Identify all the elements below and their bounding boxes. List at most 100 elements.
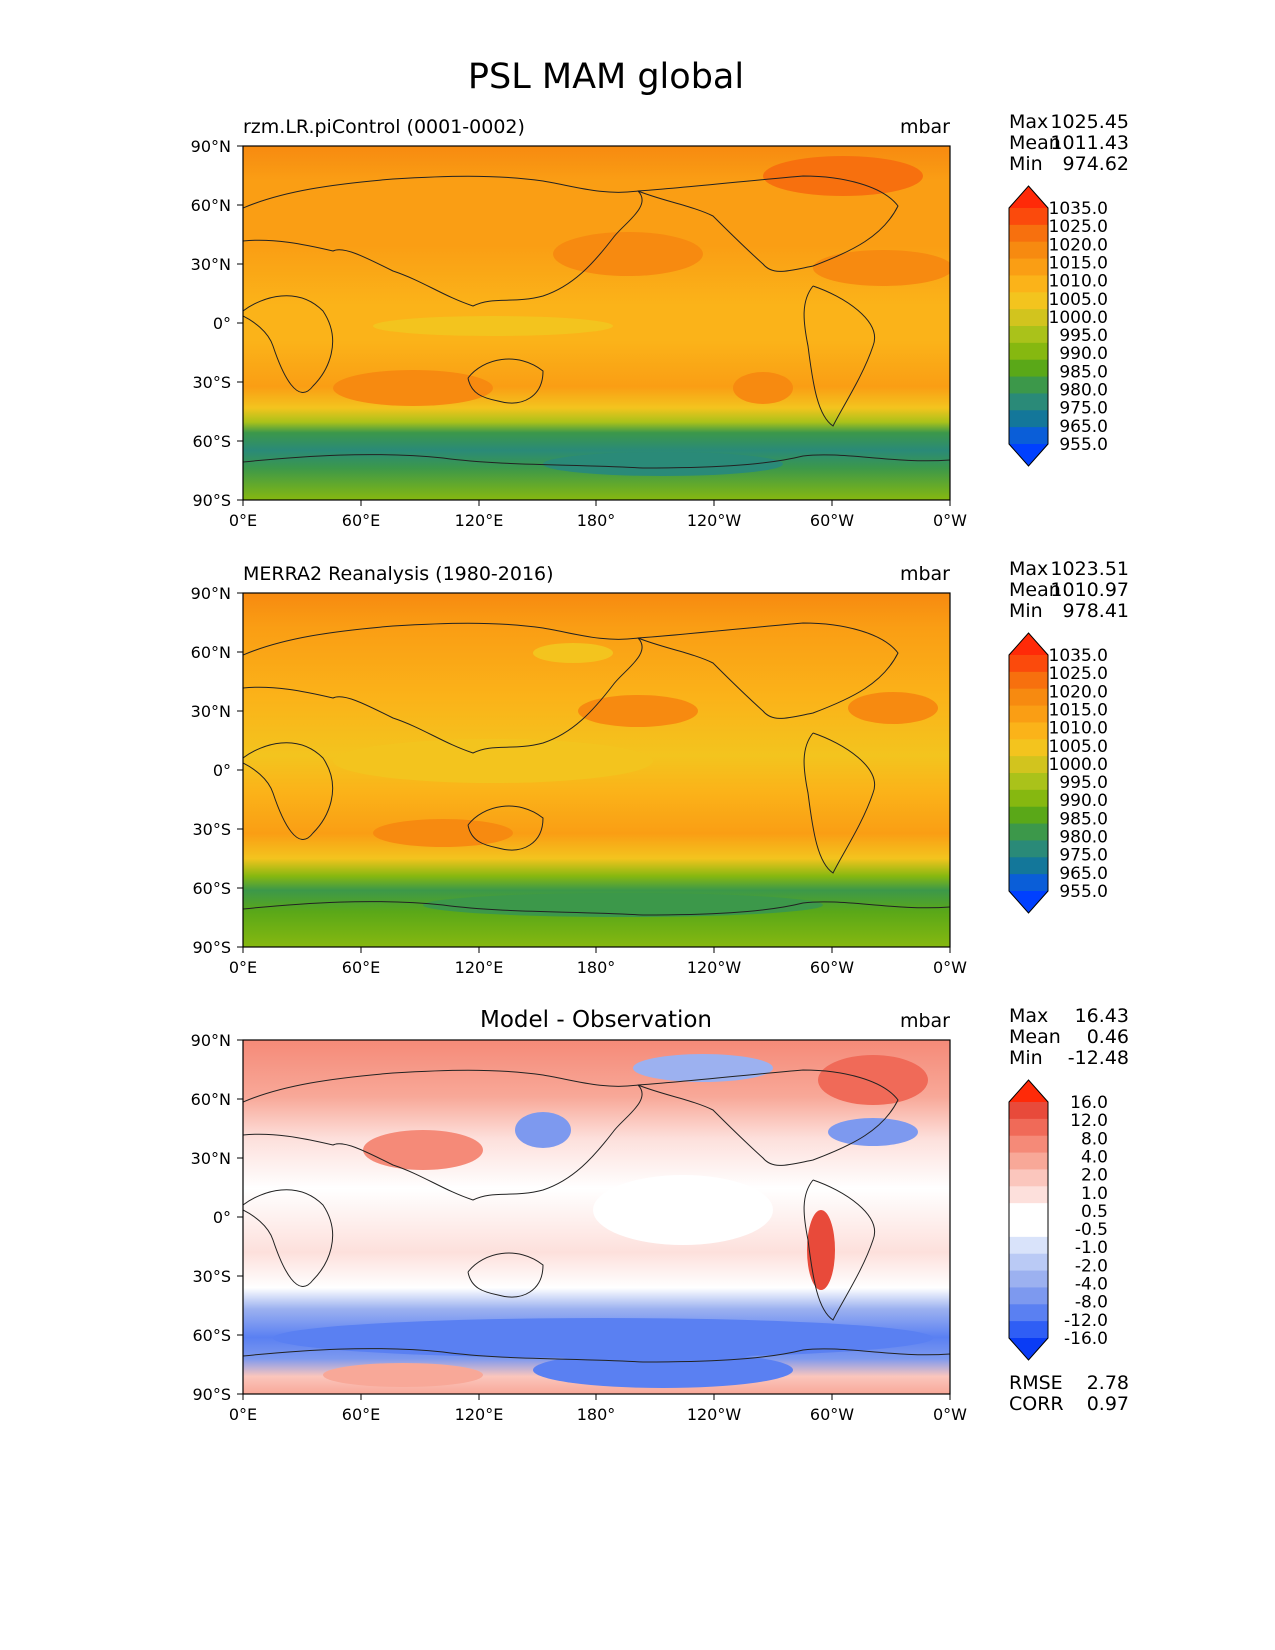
colorbar-tick-label: 1.0 <box>1081 1184 1108 1204</box>
coast-australia <box>467 805 544 851</box>
stat-mean-value: 1010.97 <box>1050 579 1129 601</box>
colorbar-tick-label: 990.0 <box>1059 791 1108 811</box>
coast-eurasia <box>243 622 643 754</box>
stats-observation: Max 1023.51 Mean 1010.97 Min 978.41 <box>1009 558 1129 622</box>
stat-min-value: 978.41 <box>1063 600 1129 622</box>
colorbar-tick-label: 955.0 <box>1059 435 1108 455</box>
panel-center-title: Model - Observation <box>480 1007 712 1033</box>
figure-title: PSL MAM global <box>468 57 744 97</box>
colorbar-tick-label: 1010.0 <box>1049 272 1108 292</box>
colorbar-segment <box>1009 756 1048 774</box>
coast-australia <box>467 358 544 404</box>
neg-north-pacific <box>633 1054 773 1082</box>
colorbar-segment <box>1009 292 1048 310</box>
coast-africa <box>243 742 333 840</box>
lat-tick: 90°N <box>191 584 231 603</box>
colorbar-tick-label: -2.0 <box>1075 1256 1108 1276</box>
lon-tick: 180° <box>577 958 616 977</box>
colorbar-tick-label: 985.0 <box>1059 362 1108 382</box>
lat-tick: 30°S <box>192 1267 231 1286</box>
high-north-atlantic <box>813 250 950 286</box>
lat-tick: 60°N <box>191 1090 231 1109</box>
coast-antarctica <box>243 1348 950 1363</box>
stat-max-value: 1023.51 <box>1050 558 1129 580</box>
stat-max-label: Max <box>1009 558 1048 580</box>
coast-north-america <box>637 622 899 719</box>
pos-asia <box>363 1130 483 1170</box>
lon-tick: 120°W <box>687 511 742 530</box>
colorbar-tick-label: 1005.0 <box>1049 737 1108 757</box>
colorbar-tick-label: 1020.0 <box>1049 235 1108 255</box>
colorbar-tick-label: 975.0 <box>1059 846 1108 866</box>
lon-tick: 0°W <box>933 511 967 530</box>
colorbar-segment <box>1009 1287 1048 1305</box>
high-south-indian <box>333 370 493 406</box>
colorbar-tick-label: -12.0 <box>1064 1311 1108 1331</box>
lon-tick: 120°E <box>455 958 504 977</box>
lon-axis: 0°E 60°E 120°E 180° 120°W 60°W 0°W <box>229 947 967 977</box>
colorbar-segment <box>1009 241 1048 260</box>
lon-tick: 120°E <box>455 511 504 530</box>
lon-tick: 0°W <box>933 1405 967 1424</box>
lat-axis: 90°N 60°N 30°N 0° 30°S 60°S 90°S <box>191 137 243 510</box>
lon-axis: 0°E 60°E 120°E 180° 120°W 60°W 0°W <box>229 500 967 530</box>
colorbar-model: 1035.01025.01020.01015.01010.01005.01000… <box>1008 185 1108 467</box>
colorbar-segment <box>1009 1135 1048 1154</box>
lon-tick: 120°W <box>687 1405 742 1424</box>
colorbar-tick-label: 985.0 <box>1059 809 1108 829</box>
colorbar-segment <box>1009 823 1048 842</box>
stat-min-value: 974.62 <box>1063 153 1129 175</box>
colorbar-tick-label: 1000.0 <box>1049 755 1108 775</box>
colorbar-segment <box>1009 655 1048 673</box>
coast-eurasia <box>243 175 643 307</box>
colorbar-tick-label: 1020.0 <box>1049 682 1108 702</box>
coastlines <box>243 175 950 469</box>
colorbar-tick-label: -8.0 <box>1075 1293 1108 1313</box>
colorbar-segment <box>1009 427 1048 445</box>
colorbar-tick-label: -4.0 <box>1075 1275 1108 1295</box>
colorbar-segment <box>1009 224 1048 243</box>
colorbar-extend-max <box>1009 1080 1048 1102</box>
colorbar-segment <box>1009 1220 1048 1238</box>
corr-value: 0.97 <box>1087 1393 1129 1415</box>
colorbar-segment <box>1009 1270 1048 1289</box>
panel-observation: MERRA2 Reanalysis (1980-2016) mbar 90°N <box>191 563 968 977</box>
colorbar-segment <box>1009 874 1048 892</box>
lat-tick: 90°N <box>191 137 231 156</box>
colorbar-extend-max <box>1009 633 1048 655</box>
colorbar-tick-label: 980.0 <box>1059 381 1108 401</box>
high-south-indian <box>373 819 513 847</box>
colorbar-segment <box>1009 722 1048 740</box>
pos-greenland <box>818 1055 928 1105</box>
panel-model: rzm.LR.piControl (0001-0002) mbar 90°N <box>191 116 968 530</box>
colorbar-tick-label: 0.5 <box>1081 1202 1108 1222</box>
colorbar-segment <box>1009 1186 1048 1204</box>
colorbar-extend-min <box>1009 891 1048 913</box>
panel-units: mbar <box>900 563 950 585</box>
colorbar-tick-label: 2.0 <box>1081 1166 1108 1186</box>
high-south-pacific <box>733 372 793 404</box>
lat-tick: 30°S <box>192 373 231 392</box>
colorbar-tick-label: 12.0 <box>1070 1111 1108 1131</box>
lat-tick: 90°S <box>192 938 231 957</box>
lat-tick: 60°N <box>191 196 231 215</box>
colorbar-observation: 1035.01025.01020.01015.01010.01005.01000… <box>1008 632 1108 914</box>
high-north-atlantic <box>848 692 938 724</box>
lat-tick: 90°S <box>192 1385 231 1404</box>
colorbar-tick-label: 1015.0 <box>1049 253 1108 273</box>
panel-units: mbar <box>900 1010 950 1032</box>
colorbar-segment <box>1009 1118 1048 1137</box>
lon-tick: 60°W <box>810 1405 854 1424</box>
neg-south-pacific <box>533 1352 793 1388</box>
neutral-tropical-pacific <box>593 1175 773 1245</box>
coast-south-america <box>803 1179 876 1321</box>
colorbar-segment <box>1009 840 1048 858</box>
lat-tick: 60°S <box>192 879 231 898</box>
colorbar-tick-label: 16.0 <box>1070 1093 1108 1113</box>
pos-antarctica-east <box>323 1363 483 1387</box>
coast-africa <box>243 1189 333 1287</box>
coastlines <box>243 622 950 916</box>
stat-mean-label: Mean <box>1009 579 1061 601</box>
colorbar-segment <box>1009 773 1048 791</box>
